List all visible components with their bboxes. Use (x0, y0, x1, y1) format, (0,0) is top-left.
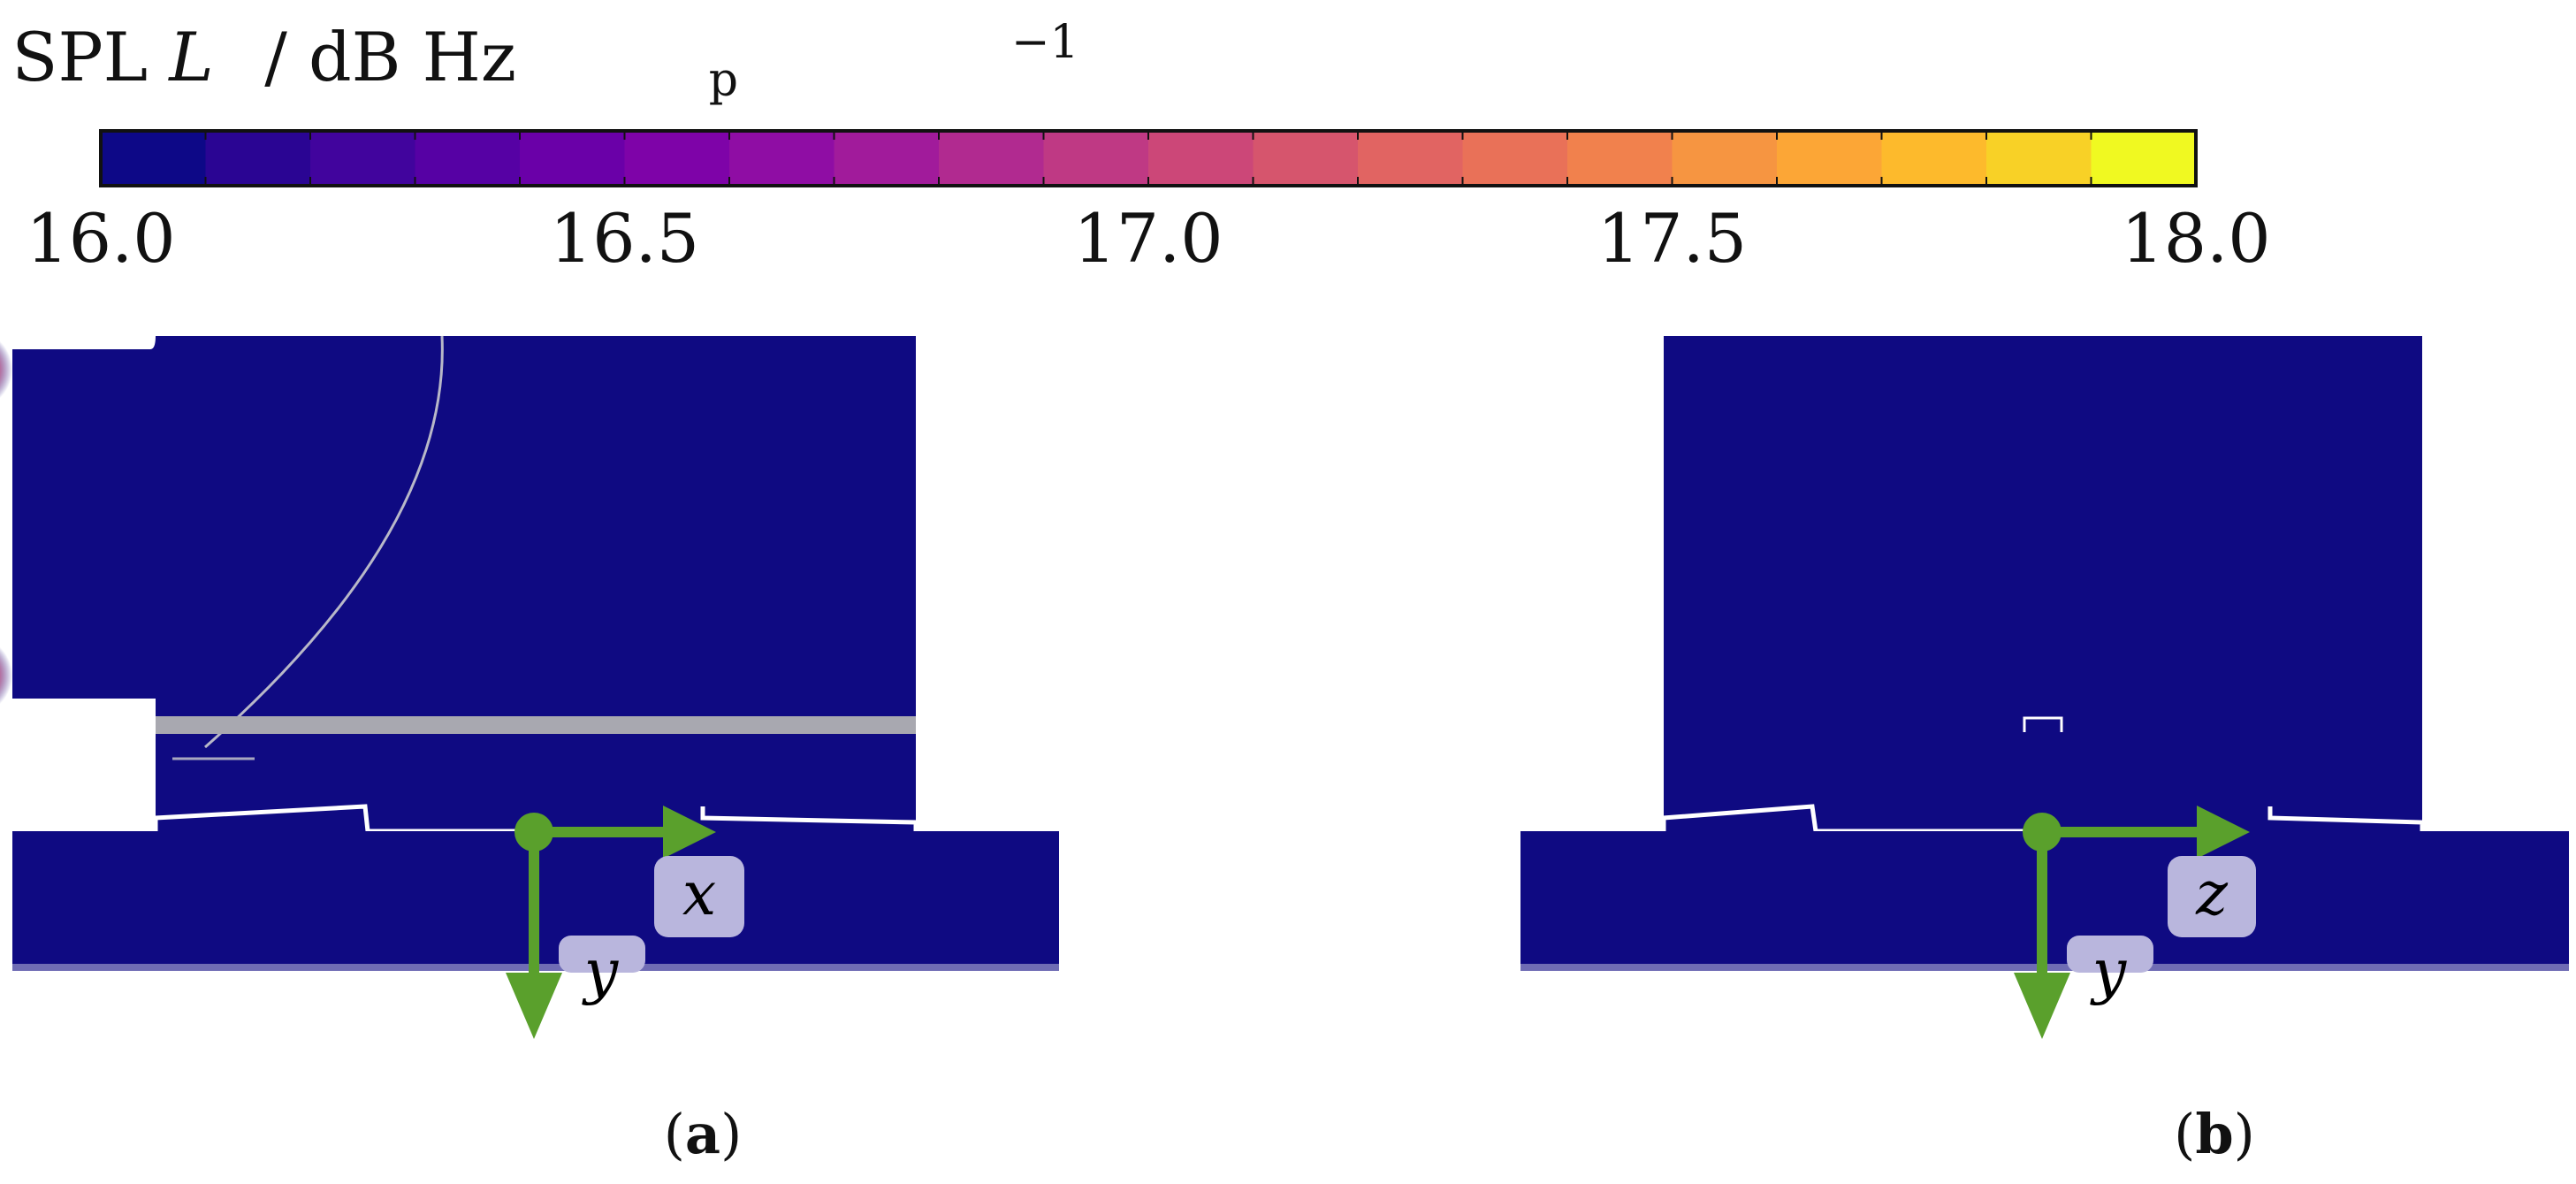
colorbar-bin (415, 131, 521, 186)
x-axis-label: x (682, 859, 716, 929)
colorbar-bin (205, 131, 311, 186)
origin-dot-a (514, 813, 553, 852)
wavefront-arc (204, 335, 444, 749)
z-axis-arrowhead (2197, 806, 2250, 859)
colorbar-tick-label: 17.0 (1073, 199, 1223, 278)
y-axis-label-bg-b (2067, 936, 2153, 973)
source-marker (2023, 716, 2063, 732)
plate (156, 716, 916, 734)
colorbar-title-subscript: p (708, 53, 739, 107)
colorbar-bin (2091, 131, 2197, 186)
panel-b: z y (1520, 336, 2569, 1039)
y-axis-label-a: y (582, 937, 620, 1007)
colorbar-bin (1462, 131, 1568, 186)
colorbar-bin (1253, 131, 1359, 186)
x-axis-label-bg (654, 856, 744, 937)
colorbar-tick-label: 18.0 (2121, 199, 2271, 278)
y-axis-arrowhead-b (2014, 973, 2070, 1039)
colorbar-bin (1043, 131, 1149, 186)
colorbar-frame (99, 129, 2198, 187)
colorbar (99, 129, 2198, 187)
colorbar-bin (520, 131, 626, 186)
colorbar-bin (1358, 131, 1464, 186)
colorbar-tick-label: 17.5 (1597, 199, 1748, 278)
panel-a: x y (0, 329, 1059, 1039)
panel-b-label: (b) (2174, 1102, 2255, 1166)
colorbar-bin (310, 131, 416, 186)
colorbar-bin (101, 131, 207, 186)
colorbar-tick-label: 16.0 (26, 199, 176, 278)
colorbar-title-exponent: −1 (1010, 16, 1079, 69)
colorbar-bin (1881, 131, 1987, 186)
panel-a-upper-domain (12, 336, 916, 831)
colorbar-bin (1986, 131, 2092, 186)
z-axis-label: z (2195, 859, 2229, 929)
colorbar-bin (834, 131, 940, 186)
colorbar-bin (1148, 131, 1254, 186)
colorbar-bin (939, 131, 1045, 186)
hotspot-bottom (0, 635, 55, 716)
colorbar-title-unit: / dB Hz (264, 18, 516, 97)
x-axis-arrowhead (663, 806, 716, 859)
colorbar-title-symbol: L (169, 18, 214, 97)
y-axis-label-b: y (2090, 937, 2128, 1007)
colorbar-title-quantity: SPL (11, 18, 149, 97)
origin-dot-b (2023, 813, 2062, 852)
y-axis-label-bg-a (559, 936, 645, 973)
colorbar-tick-label: 16.5 (549, 199, 700, 278)
colorbar-bin (1567, 131, 1673, 186)
hotspot-top (0, 329, 55, 410)
colorbar-bin (1777, 131, 1883, 186)
colorbar-bin (729, 131, 835, 186)
colorbar-bin (1672, 131, 1778, 186)
panel-b-upper-domain (1664, 336, 2422, 831)
y-axis-arrowhead-a (506, 973, 562, 1039)
colorbar-bin (624, 131, 730, 186)
z-axis-label-bg (2168, 856, 2256, 937)
panel-a-label: (a) (663, 1102, 743, 1166)
